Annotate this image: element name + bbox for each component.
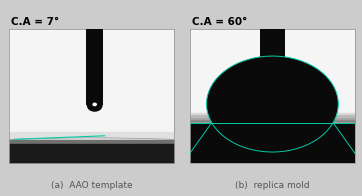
Circle shape bbox=[92, 103, 97, 106]
Circle shape bbox=[260, 77, 285, 97]
Bar bbox=[87, 29, 103, 105]
Ellipse shape bbox=[206, 56, 338, 152]
Text: (b)  replica mold: (b) replica mold bbox=[235, 181, 310, 190]
Text: C.A = 7°: C.A = 7° bbox=[11, 17, 59, 27]
Bar bbox=[190, 123, 355, 163]
Bar bbox=[260, 29, 285, 87]
Text: (a)  AAO template: (a) AAO template bbox=[51, 181, 132, 190]
Circle shape bbox=[87, 99, 102, 112]
Text: C.A = 60°: C.A = 60° bbox=[192, 17, 247, 27]
